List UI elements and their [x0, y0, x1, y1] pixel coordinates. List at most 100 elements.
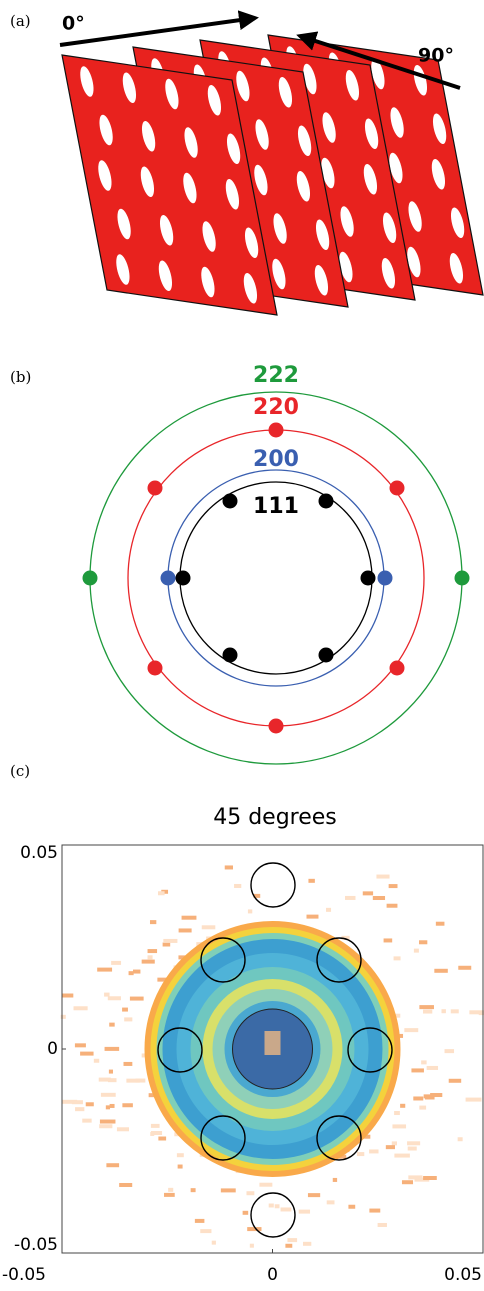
heat-speck	[151, 1131, 162, 1135]
heat-speck	[285, 1244, 292, 1248]
heat-speck	[259, 1183, 272, 1187]
heat-speck	[408, 1175, 422, 1179]
spot-circle	[251, 1193, 295, 1237]
heat-speck	[387, 904, 398, 908]
heat-speck	[75, 1107, 84, 1111]
heat-speck	[451, 1009, 459, 1013]
heat-speck	[308, 879, 314, 883]
heat-speck	[106, 1163, 119, 1167]
reflection-dot	[161, 571, 176, 586]
heat-speck	[82, 1119, 91, 1123]
reflection-dot	[390, 481, 405, 496]
heat-speck	[400, 1104, 405, 1108]
heat-speck	[419, 940, 427, 944]
heat-speck	[419, 1106, 426, 1110]
reflection-dot	[148, 481, 163, 496]
heat-speck	[101, 1093, 116, 1097]
heat-speck	[97, 968, 112, 972]
heat-speck	[168, 1188, 173, 1192]
reflection-dot	[319, 494, 334, 509]
ring-label: 222	[253, 363, 299, 388]
heat-speck	[182, 916, 197, 920]
heat-speck	[94, 1059, 99, 1063]
heat-speck	[414, 949, 419, 953]
heat-speck	[424, 1094, 432, 1098]
heat-speck	[150, 920, 156, 924]
heat-speck	[62, 1100, 77, 1104]
heat-speck	[234, 884, 241, 888]
heat-speck	[110, 1104, 115, 1108]
heat-speck	[378, 1223, 387, 1227]
heat-speck	[407, 1141, 420, 1145]
heat-speck	[195, 1219, 205, 1223]
heat-speck	[434, 969, 447, 973]
heat-speck	[122, 1008, 128, 1012]
heat-speck	[441, 1009, 445, 1013]
heat-speck	[178, 1165, 183, 1169]
heat-speck	[384, 938, 393, 942]
heat-speck	[202, 925, 216, 929]
heat-speck	[373, 896, 385, 900]
heat-speck	[436, 922, 445, 926]
ring-label: 200	[253, 447, 299, 472]
heat-speck	[133, 970, 140, 974]
heat-speck	[466, 1098, 482, 1102]
heat-speck	[363, 891, 373, 895]
heat-speck	[306, 915, 318, 919]
center-peak	[265, 1031, 281, 1055]
heat-speck	[348, 1205, 355, 1209]
heat-speck	[404, 1028, 418, 1032]
reflection-dot	[223, 494, 238, 509]
heat-speck	[394, 1111, 400, 1115]
heat-speck	[243, 1211, 249, 1215]
heat-speck	[326, 908, 331, 912]
heat-speck	[419, 1005, 434, 1009]
heat-speck	[123, 1062, 132, 1066]
heat-speck	[394, 1154, 409, 1158]
heat-speck	[392, 1141, 397, 1145]
heat-speck	[111, 961, 121, 965]
heat-speck	[151, 1124, 160, 1128]
heat-speck	[458, 966, 471, 970]
heat-speck	[345, 896, 355, 900]
heat-speck	[408, 1147, 417, 1151]
reflection-dot	[223, 648, 238, 663]
heat-speck	[104, 993, 109, 997]
heat-speck	[413, 1096, 423, 1100]
arrow	[60, 18, 255, 45]
figure: (a) 0° 90° (b) 222220200111 (c) 45 degre…	[0, 0, 484, 1287]
heat-speck	[158, 1136, 166, 1140]
heat-speck	[369, 1149, 378, 1153]
heat-speck	[445, 1049, 455, 1053]
heat-speck	[212, 1241, 216, 1245]
heat-speck	[179, 928, 192, 932]
reflection-dot	[269, 423, 284, 438]
heat-speck	[99, 1078, 111, 1082]
y-tick-label: 0	[47, 1039, 58, 1059]
heat-speck	[191, 1188, 196, 1192]
heat-speck	[449, 1079, 461, 1083]
heat-speck	[275, 1204, 280, 1208]
reflection-dot	[390, 661, 405, 676]
heatmap	[61, 863, 484, 1248]
heat-speck	[386, 1145, 395, 1149]
x-tick-label: 0	[267, 1265, 278, 1285]
reflection-dot	[319, 648, 334, 663]
heat-speck	[269, 1203, 274, 1207]
heat-speck	[423, 1010, 432, 1014]
reflection-dot	[378, 571, 393, 586]
x-tick-label: -0.05	[2, 1265, 46, 1285]
heat-speck	[376, 875, 389, 879]
ring-label: 111	[253, 494, 299, 519]
reflection-dot	[83, 571, 98, 586]
heat-speck	[287, 1238, 297, 1242]
heat-speck	[394, 956, 401, 960]
heat-speck	[402, 1180, 413, 1184]
heat-speck	[200, 1229, 211, 1233]
reflection-dot	[455, 571, 470, 586]
spot-circle	[251, 863, 295, 907]
heat-speck	[250, 1244, 254, 1248]
heat-speck	[308, 1193, 320, 1197]
heat-speck	[119, 1183, 132, 1187]
heat-speck	[221, 1188, 236, 1192]
